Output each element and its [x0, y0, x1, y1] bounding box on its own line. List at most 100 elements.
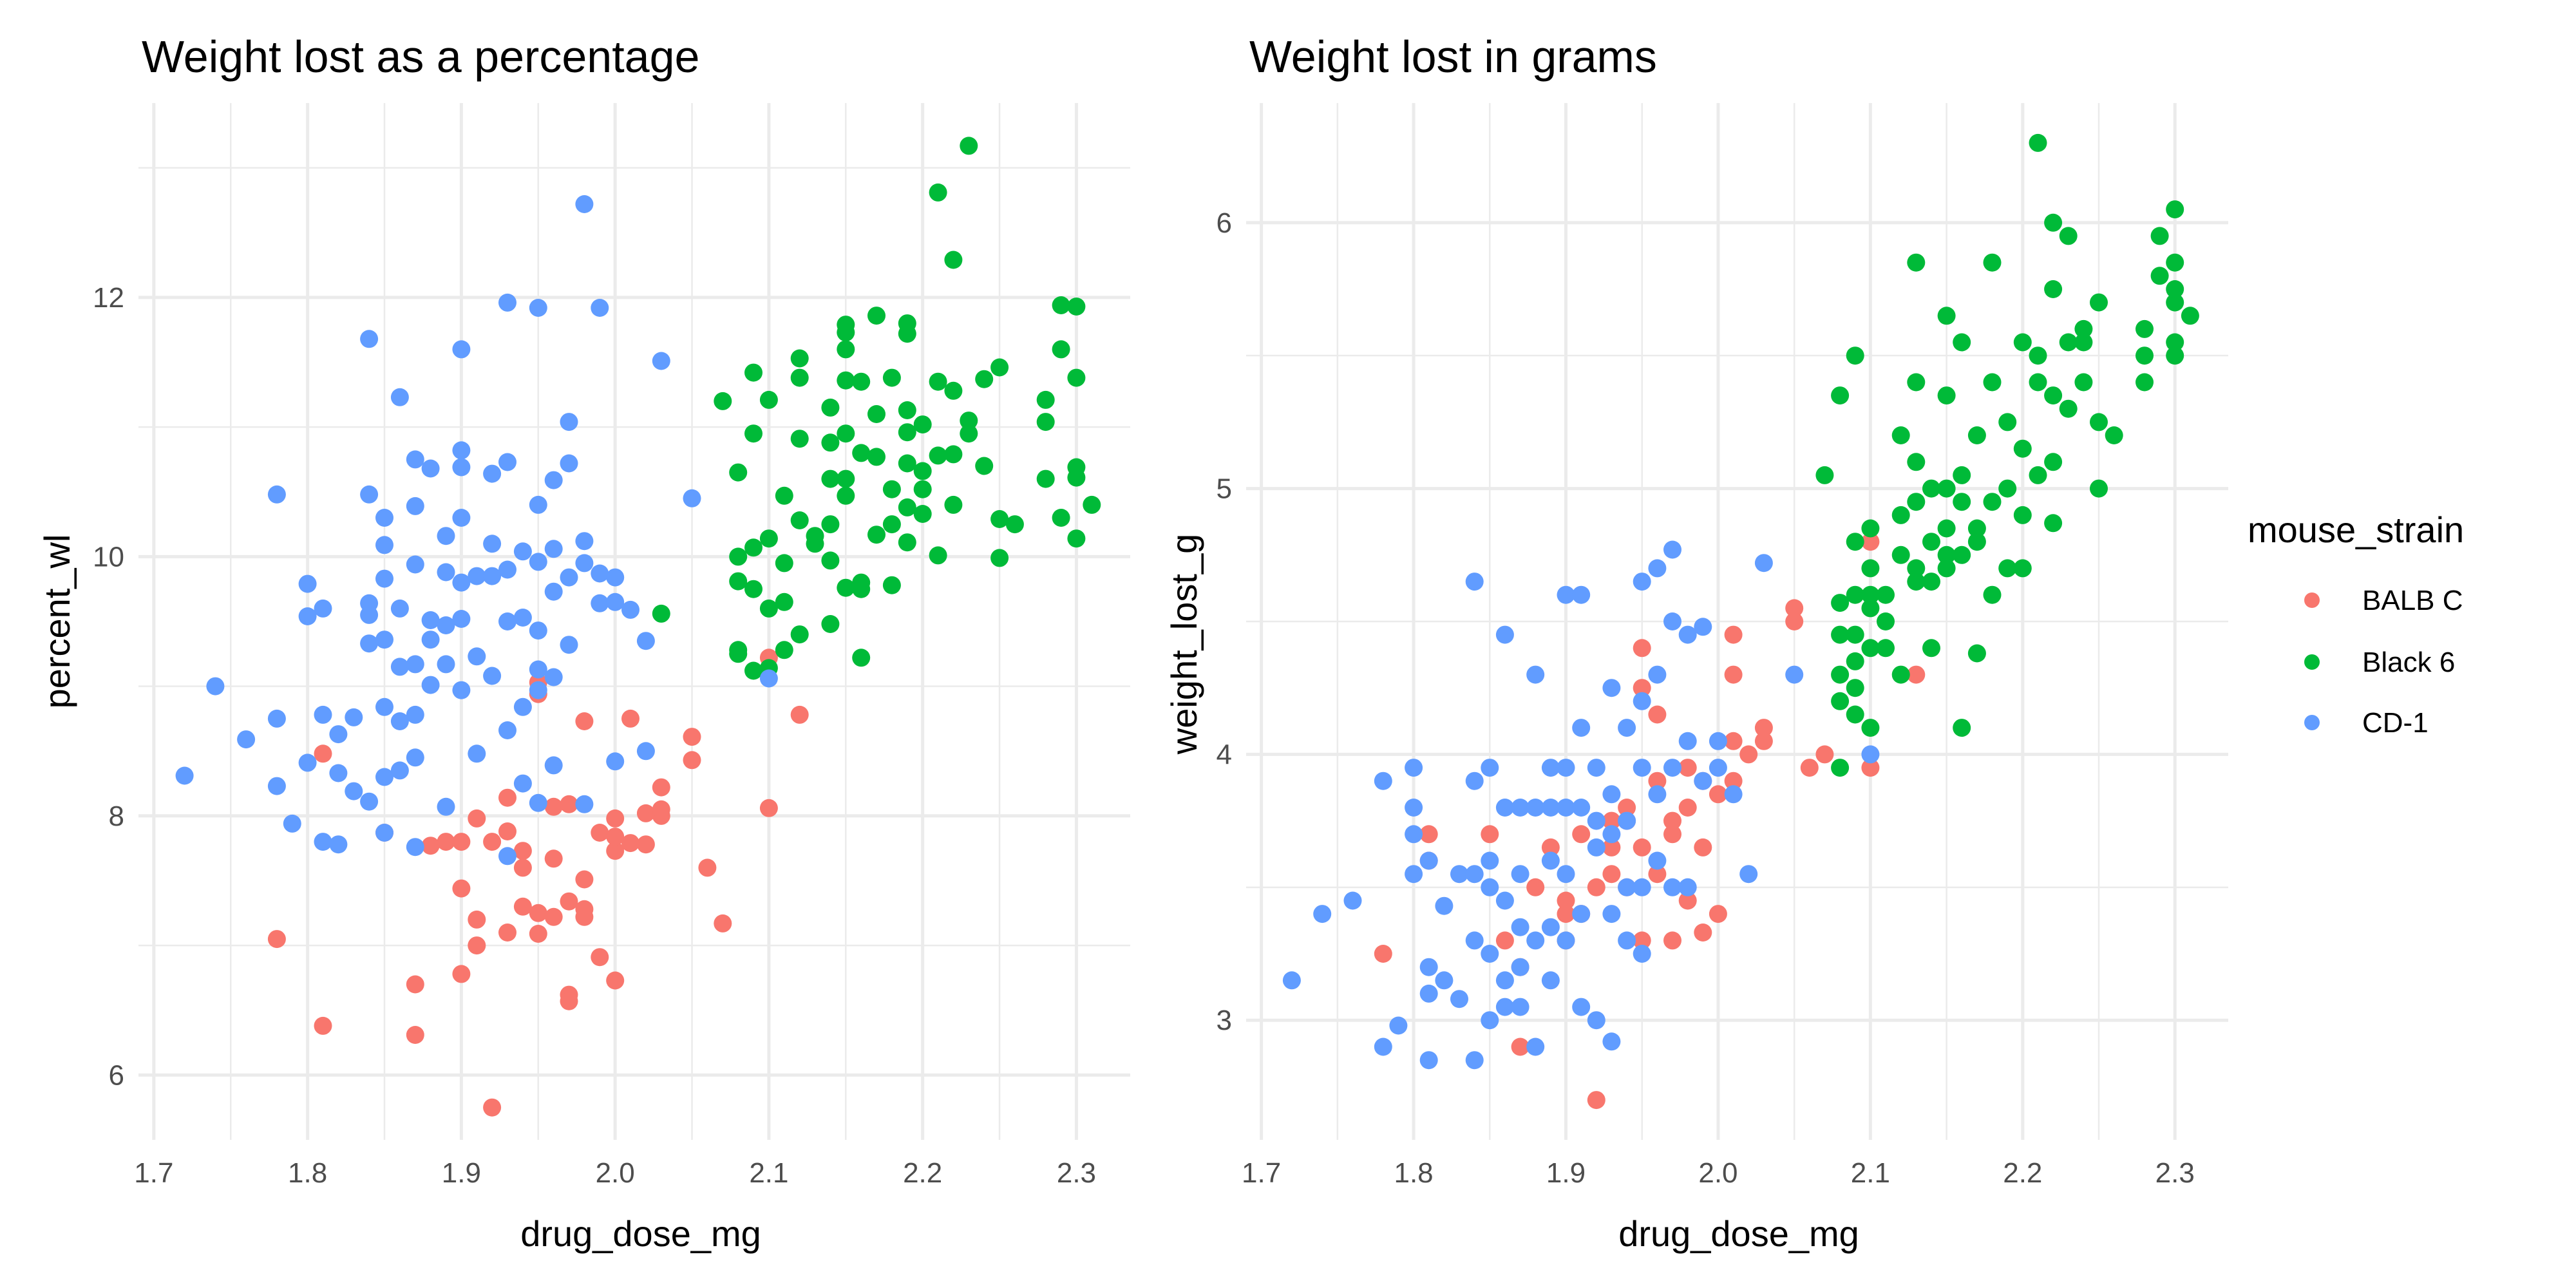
data-point: [944, 445, 963, 464]
data-point: [759, 669, 778, 688]
data-point: [1557, 891, 1575, 910]
data-point: [1572, 719, 1591, 737]
data-point: [1067, 468, 1086, 487]
data-point: [329, 764, 348, 782]
data-point: [513, 542, 532, 561]
x-tick-label: 1.7: [134, 1157, 173, 1189]
data-point: [468, 567, 486, 585]
data-point: [498, 612, 516, 630]
data-point: [1587, 759, 1605, 777]
data-point: [790, 511, 809, 529]
data-point: [1572, 799, 1591, 817]
data-point: [990, 549, 1009, 567]
data-point: [544, 797, 563, 816]
data-point: [437, 527, 455, 545]
data-point: [498, 293, 516, 312]
data-point: [483, 535, 502, 553]
data-point: [1036, 390, 1055, 409]
data-point: [1465, 772, 1484, 790]
data-point: [390, 388, 409, 406]
data-point: [1953, 333, 1971, 352]
data-point: [1495, 971, 1514, 990]
data-point: [744, 363, 762, 382]
x-ticks: 1.7 1.8 1.9 2.0 2.1 2.2 2.3: [1242, 1157, 2195, 1189]
panel-percent: Weight lost as a percentage 1.7 1.8 1.9 2.0…: [37, 32, 1130, 1254]
data-point: [1785, 599, 1804, 618]
data-point: [1602, 785, 1621, 804]
data-point: [1861, 599, 1880, 618]
data-point: [759, 799, 778, 817]
x-tick-label: 1.8: [1394, 1157, 1433, 1189]
y-tick-label: 12: [93, 282, 124, 314]
data-point: [421, 837, 440, 855]
data-point: [1648, 665, 1667, 684]
data-point: [1861, 585, 1880, 604]
data-point: [882, 576, 901, 594]
data-point: [852, 580, 871, 598]
data-point: [529, 495, 547, 514]
data-point: [929, 446, 947, 465]
data-point: [498, 721, 516, 739]
data-point: [929, 546, 947, 565]
points: [1282, 133, 2199, 1110]
data-point: [1663, 931, 1681, 950]
data-point: [1678, 625, 1697, 644]
data-point: [729, 641, 748, 659]
data-point: [360, 634, 379, 653]
y-tick-label: 3: [1217, 1005, 1232, 1036]
data-point: [1694, 838, 1712, 857]
data-point: [898, 325, 916, 343]
data-point: [1633, 692, 1651, 710]
data-point: [1663, 759, 1681, 777]
data-point: [452, 340, 471, 359]
data-point: [468, 647, 486, 666]
data-point: [1967, 533, 1986, 551]
data-point: [1435, 896, 1454, 915]
data-point: [406, 655, 424, 674]
data-point: [1754, 554, 1773, 573]
chart-title: Weight lost in grams: [1249, 32, 1657, 82]
data-point: [1922, 573, 1940, 591]
x-tick-label: 1.9: [442, 1157, 481, 1189]
data-point: [1648, 785, 1667, 804]
data-point: [759, 529, 778, 548]
data-point: [898, 454, 916, 473]
data-point: [560, 636, 578, 654]
data-point: [621, 834, 639, 853]
data-point: [1937, 519, 1956, 538]
data-point: [1648, 772, 1667, 790]
data-point: [2166, 293, 2184, 312]
x-tick-label: 2.1: [749, 1157, 788, 1189]
data-point: [2029, 346, 2047, 365]
data-point: [1937, 545, 1956, 564]
data-point: [1602, 865, 1621, 884]
data-point: [575, 907, 594, 926]
data-point: [1937, 386, 1956, 405]
data-point: [329, 835, 348, 854]
data-point: [1374, 1037, 1392, 1056]
data-point: [1419, 1051, 1438, 1070]
legend-label: BALB C: [2362, 585, 2463, 616]
chart-title: Weight lost as a percentage: [142, 32, 699, 82]
data-point: [1724, 785, 1743, 804]
series-cd-1: [175, 195, 778, 866]
data-point: [837, 424, 855, 443]
data-point: [1709, 785, 1727, 804]
data-point: [575, 554, 594, 573]
data-point: [1067, 368, 1086, 387]
data-point: [575, 532, 594, 551]
data-point: [483, 833, 502, 851]
data-point: [314, 833, 332, 851]
data-point: [513, 697, 532, 716]
data-point: [1450, 990, 1468, 1009]
data-point: [529, 621, 547, 640]
data-point: [898, 498, 916, 516]
data-point: [498, 923, 516, 942]
data-point: [360, 330, 379, 348]
y-ticks: 3 4 5 6: [1217, 207, 1232, 1036]
data-point: [898, 401, 916, 419]
data-point: [636, 804, 655, 822]
legend: mouse_strain BALB C Black 6 CD-1: [2248, 509, 2464, 739]
data-point: [1633, 573, 1651, 591]
data-point: [483, 464, 502, 483]
